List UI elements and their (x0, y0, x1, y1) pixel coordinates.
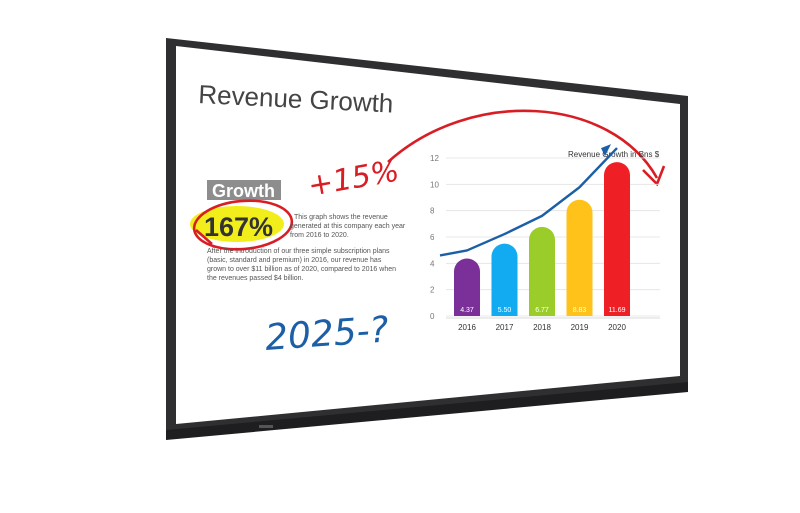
bar-value-label: 6.77 (535, 307, 549, 314)
bar (566, 199, 593, 316)
x-tick-label: 2018 (533, 323, 551, 332)
y-axis: 0 2 4 6 8 10 12 (430, 154, 439, 321)
description-paragraph: This graph shows the revenue generated a… (207, 214, 406, 282)
display-screen (176, 46, 680, 424)
paragraph-line: the revenues passed $4 billion. (207, 275, 304, 282)
bar-base (491, 302, 518, 316)
trend-arrow (439, 144, 618, 257)
bar-base (529, 302, 555, 316)
paragraph-line: from 2016 to 2020. (290, 232, 349, 239)
bar-base (566, 302, 593, 316)
growth-circle-tail (195, 229, 213, 245)
x-tick-label: 2016 (458, 323, 476, 332)
bar-value-label: 4.37 (460, 307, 474, 314)
growth-highlight (190, 206, 284, 242)
y-tick-label: 4 (430, 259, 435, 268)
bezel-button[interactable] (259, 425, 273, 428)
bar-value-label: 11.69 (609, 307, 626, 314)
bezel-bottom-edge (166, 382, 688, 440)
bar-series: 4.37 5.50 6.77 8.83 11.69 (454, 162, 630, 316)
y-tick-label: 12 (430, 154, 439, 163)
revenue-chart: Revenue Growth in Bns $ 0 2 4 6 8 10 12 4.37 5.… (430, 144, 660, 332)
trend-line (439, 147, 618, 257)
bar (529, 226, 555, 316)
paragraph-line: grown to over $11 billion as of 2020, co… (207, 266, 396, 273)
bar (491, 243, 518, 316)
arc-arrow-annotation (387, 109, 659, 179)
y-tick-label: 2 (430, 286, 435, 295)
x-axis: 2016 2017 2018 2019 2020 (446, 317, 660, 332)
bar (454, 258, 480, 316)
paragraph-line: (basic, standard and premium) in 2016, o… (207, 257, 382, 264)
paragraph-line: generated at this company each year (290, 223, 406, 230)
growth-value: 167% (204, 212, 273, 242)
trend-arrowhead (601, 144, 611, 157)
y-tick-label: 6 (430, 233, 435, 242)
x-tick-label: 2019 (571, 323, 589, 332)
growth-label: Growth (212, 181, 275, 201)
growth-circle-annotation (192, 199, 294, 251)
paragraph-line: This graph shows the revenue (294, 214, 388, 221)
bar-base (604, 302, 630, 316)
y-tick-label: 8 (430, 207, 435, 216)
bar-value-label: 8.83 (573, 307, 587, 314)
bar-base (454, 302, 480, 316)
paragraph-line: After the introduction of our three simp… (207, 248, 390, 255)
y-tick-label: 10 (430, 180, 439, 189)
growth-label-box (207, 180, 281, 200)
question-annotation: 2025-? (264, 309, 390, 359)
x-tick-label: 2017 (496, 323, 514, 332)
x-tick-label: 2020 (608, 323, 626, 332)
bar (604, 162, 630, 316)
y-tick-label: 0 (430, 312, 435, 321)
chart-title: Revenue Growth in Bns $ (568, 150, 660, 159)
bar-value-label: 5.50 (498, 307, 512, 314)
